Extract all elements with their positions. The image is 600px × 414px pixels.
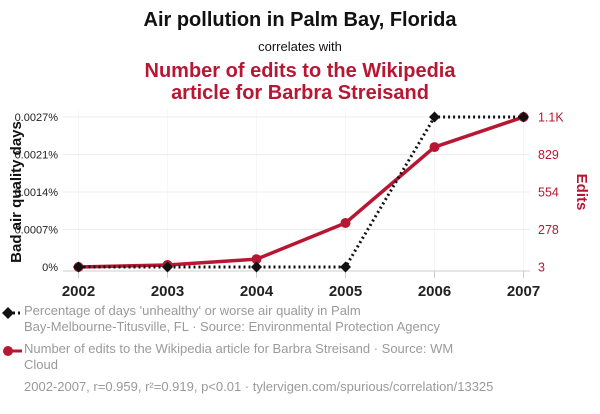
x-axis-year-label: 2005: [329, 283, 362, 300]
left-axis-tick-label: 0.0021%: [15, 150, 59, 162]
left-axis-tick-label: 0.0007%: [15, 225, 59, 237]
right-axis-tick-label: 829: [538, 148, 559, 162]
left-axis-tick-label: 0.0027%: [15, 112, 59, 124]
chart-subtitle: Number of edits to the Wikipedia article…: [144, 60, 456, 104]
circle-marker: [518, 112, 529, 122]
diamond-marker: [429, 111, 440, 123]
diamond-marker: [162, 261, 173, 273]
diamond-marker: [340, 261, 351, 273]
series-line: [78, 115, 524, 269]
diamond-marker: [73, 261, 84, 273]
left-axis-tick-label: 0%: [42, 262, 58, 274]
legend-item-wikipedia-edits: Number of edits to the Wikipedia article…: [2, 341, 582, 373]
right-axis-tick-label: 278: [538, 223, 559, 237]
diamond-marker: [518, 111, 529, 123]
x-axis-year-label: 2002: [62, 283, 95, 300]
right-axis-tick-label: 1.1K: [538, 111, 564, 125]
chart-header: Air pollution in Palm Bay, Florida corre…: [0, 0, 600, 104]
legend-label-air-quality: Percentage of days 'unhealthy' or worse …: [24, 303, 440, 334]
circle-marker: [73, 262, 84, 272]
red-circle-line-icon: [2, 344, 24, 363]
legend: Percentage of days 'unhealthy' or worse …: [2, 303, 582, 395]
chart-title: Air pollution in Palm Bay, Florida: [143, 9, 457, 31]
circle-marker: [251, 254, 262, 265]
legend-label-wikipedia-edits: Number of edits to the Wikipedia article…: [24, 341, 454, 372]
correlates-with-label: correlates with: [258, 39, 342, 54]
circle-marker: [162, 259, 173, 270]
left-axis-title: Bad air quality days: [8, 121, 25, 263]
series-line: [78, 115, 525, 269]
black-diamond-dotted-line-icon: [2, 306, 24, 325]
x-axis-year-label: 2006: [418, 283, 451, 300]
right-axis-title: Edits: [573, 174, 590, 211]
x-axis-year-label: 2003: [151, 283, 184, 300]
diamond-marker: [251, 261, 262, 273]
left-axis-tick-label: 0.0014%: [15, 187, 59, 199]
circle-marker: [429, 142, 440, 153]
right-axis-tick-label: 554: [538, 186, 559, 200]
x-axis-year-label: 2004: [240, 283, 274, 300]
x-axis-year-label: 2007: [507, 283, 540, 300]
footer-stats: 2002-2007, r=0.959, r²=0.919, p<0.01 · t…: [24, 379, 494, 394]
circle-marker: [340, 217, 351, 228]
legend-item-air-quality: Percentage of days 'unhealthy' or worse …: [2, 303, 582, 335]
right-axis-tick-label: 3: [538, 261, 545, 275]
